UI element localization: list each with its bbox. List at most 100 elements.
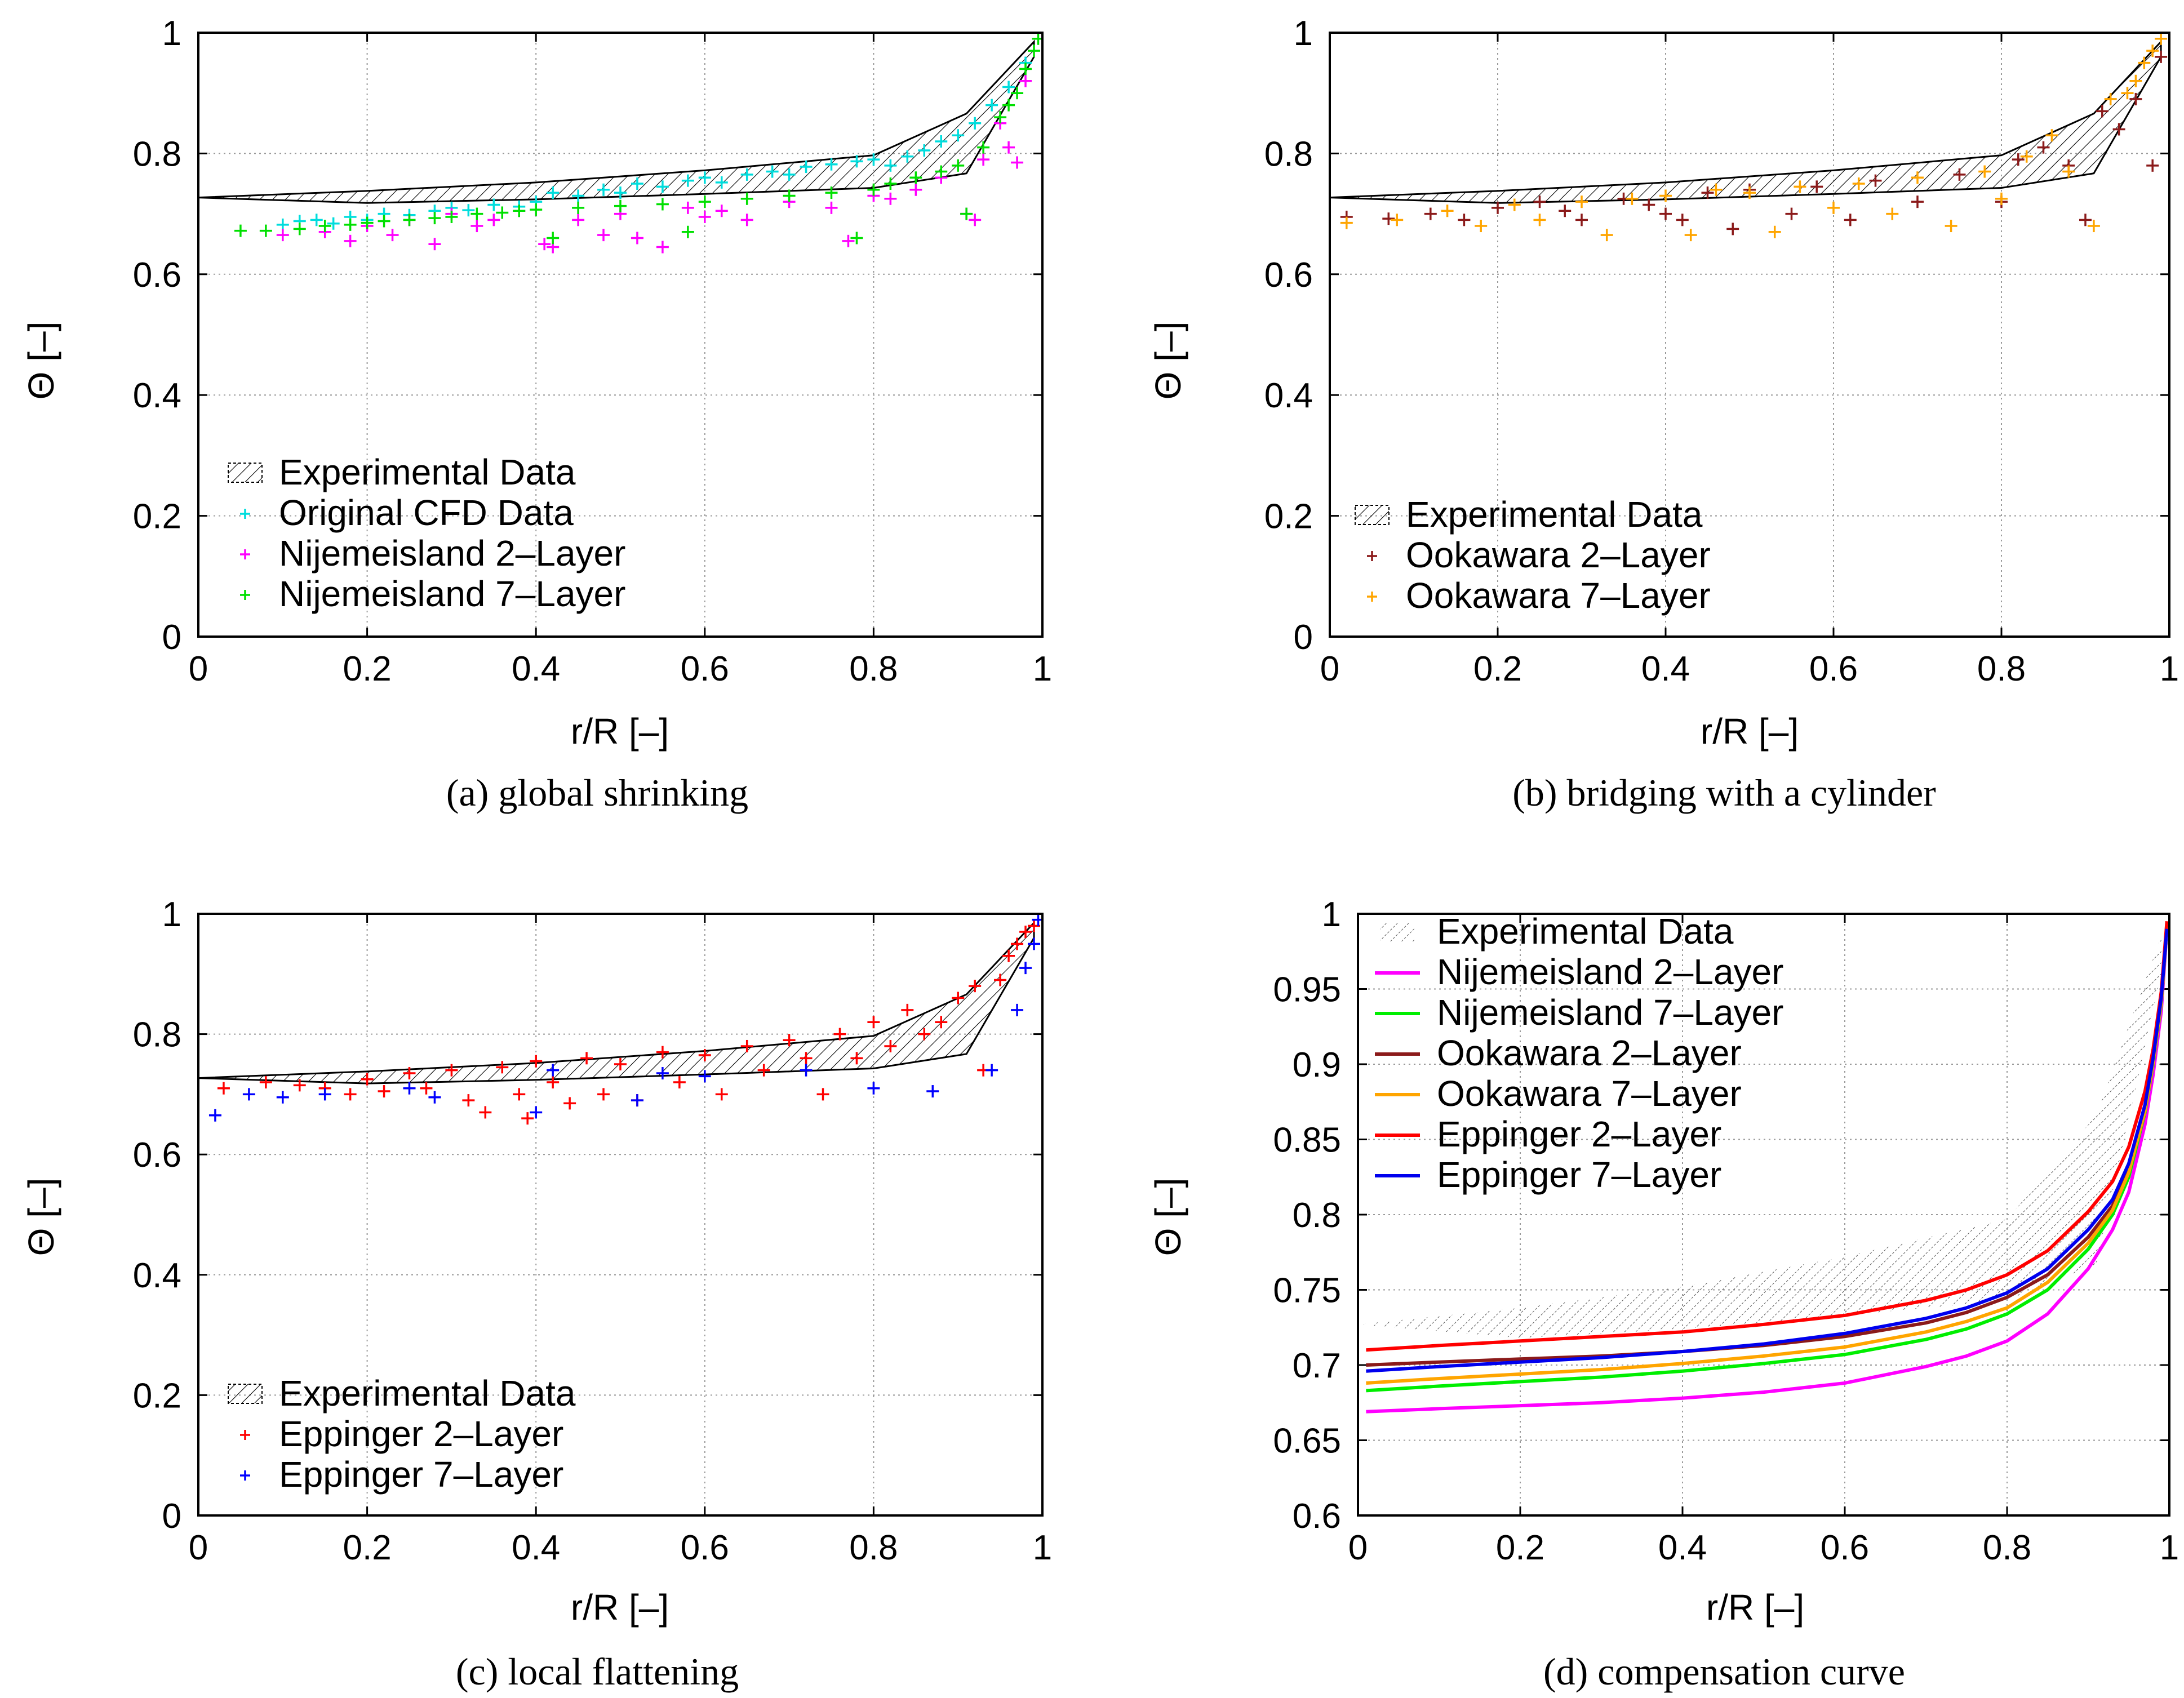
x-tick-label: 0.4 [1658, 1528, 1707, 1567]
data-point [1011, 1003, 1024, 1016]
y-tick-label: 0.7 [1293, 1346, 1341, 1385]
data-point [597, 229, 610, 242]
chart-panel-b: 0 0.2 0.4 0.6 0.8 1 0 0.2 0.4 0.6 0.8 1 Experimental… [1148, 14, 2179, 814]
data-point [740, 192, 753, 205]
data-point [378, 215, 390, 228]
y-tick-label: 0.85 [1273, 1121, 1341, 1160]
data-point [867, 183, 880, 196]
legend-label: Ookawara 2–Layer [1406, 535, 1711, 575]
data-point [1011, 87, 1024, 100]
data-point [1600, 229, 1613, 242]
data-point [901, 150, 914, 163]
legend-label: Nijemeisland 2–Layer [1437, 952, 1783, 992]
data-point [1424, 207, 1437, 220]
data-point [420, 1082, 433, 1095]
data-point [935, 135, 948, 148]
data-point [1643, 198, 1655, 211]
data-point [2146, 159, 2159, 172]
data-point [935, 1016, 948, 1029]
x-tick-label: 0.4 [1641, 650, 1690, 688]
data-point [1827, 201, 1840, 214]
data-point [766, 165, 779, 178]
data-point [259, 224, 272, 237]
data-point [470, 220, 483, 233]
data-point [681, 201, 694, 214]
data-point [631, 232, 643, 245]
data-point [1701, 186, 1714, 199]
series-line [1366, 921, 2169, 1352]
data-point [698, 1070, 711, 1083]
data-point [547, 186, 560, 199]
data-point [952, 129, 965, 142]
data-point [825, 201, 838, 214]
data-point [698, 1048, 711, 1061]
data-point [597, 1088, 610, 1101]
data-point [2112, 123, 2125, 136]
plot-frame [1329, 32, 2170, 638]
data-point [530, 1106, 543, 1119]
data-point [1441, 205, 1454, 217]
data-point [2129, 74, 2142, 87]
data-point [2129, 92, 2142, 105]
x-tick-label: 0 [1348, 1528, 1368, 1567]
data-point [1382, 212, 1395, 225]
y-tick-label: 0.4 [133, 1256, 181, 1295]
data-point [470, 207, 483, 220]
x-tick-label: 0.2 [343, 1528, 391, 1567]
data-point [2104, 92, 2117, 105]
data-point [673, 1076, 686, 1089]
y-tick-label: 0.8 [1264, 135, 1313, 174]
x-axis-label: r/R [–] [1706, 1587, 1804, 1628]
y-tick-label: 0.4 [133, 376, 181, 415]
experimental-band [198, 39, 1035, 204]
x-tick-label: 0.2 [1473, 650, 1522, 688]
x-tick-label: 0.8 [849, 650, 898, 688]
x-tick-label: 0.6 [1821, 1528, 1869, 1567]
y-tick-label: 0 [162, 618, 181, 657]
data-point [538, 238, 551, 251]
data-point [825, 186, 838, 199]
legend-label: Experimental Data [1437, 911, 1734, 952]
data-point [361, 1073, 374, 1086]
data-point [850, 232, 863, 245]
data-point [850, 1052, 863, 1065]
legend-marker [240, 590, 250, 600]
data-point [969, 980, 982, 993]
data-point [318, 220, 331, 233]
legend-marker [240, 549, 250, 559]
data-point [1340, 216, 1353, 229]
series-line [1366, 928, 2169, 1373]
data-point [547, 232, 560, 245]
data-point [530, 203, 543, 216]
data-point [1911, 171, 1924, 184]
data-point [1684, 229, 1697, 242]
x-tick-label: 0.8 [849, 1528, 898, 1567]
data-point [1019, 74, 1032, 87]
x-tick-label: 0.8 [1977, 650, 2026, 688]
legend-label: Eppinger 2–Layer [1437, 1114, 1721, 1154]
x-tick-label: 0.6 [1809, 650, 1858, 688]
series-layer [1366, 921, 2169, 1413]
data-point [428, 238, 441, 251]
data-point [2045, 129, 2058, 142]
data-point [884, 177, 897, 190]
data-point [715, 176, 728, 189]
data-point [1533, 214, 1546, 226]
data-point [1002, 81, 1015, 94]
data-point [935, 165, 948, 178]
x-tick-label: 0.6 [681, 1528, 729, 1567]
data-point [1575, 214, 1588, 226]
data-point [1019, 962, 1032, 975]
data-point [884, 159, 897, 172]
legend-band-swatch [228, 1384, 263, 1404]
x-tick-label: 0 [189, 650, 208, 688]
data-point [1559, 205, 1572, 217]
experimental-band [1358, 936, 2161, 1338]
x-axis-label: r/R [–] [571, 1587, 669, 1628]
data-point [1810, 180, 1823, 193]
data-point [715, 205, 728, 217]
plot-frame [197, 913, 1044, 1517]
data-point [563, 1097, 576, 1110]
